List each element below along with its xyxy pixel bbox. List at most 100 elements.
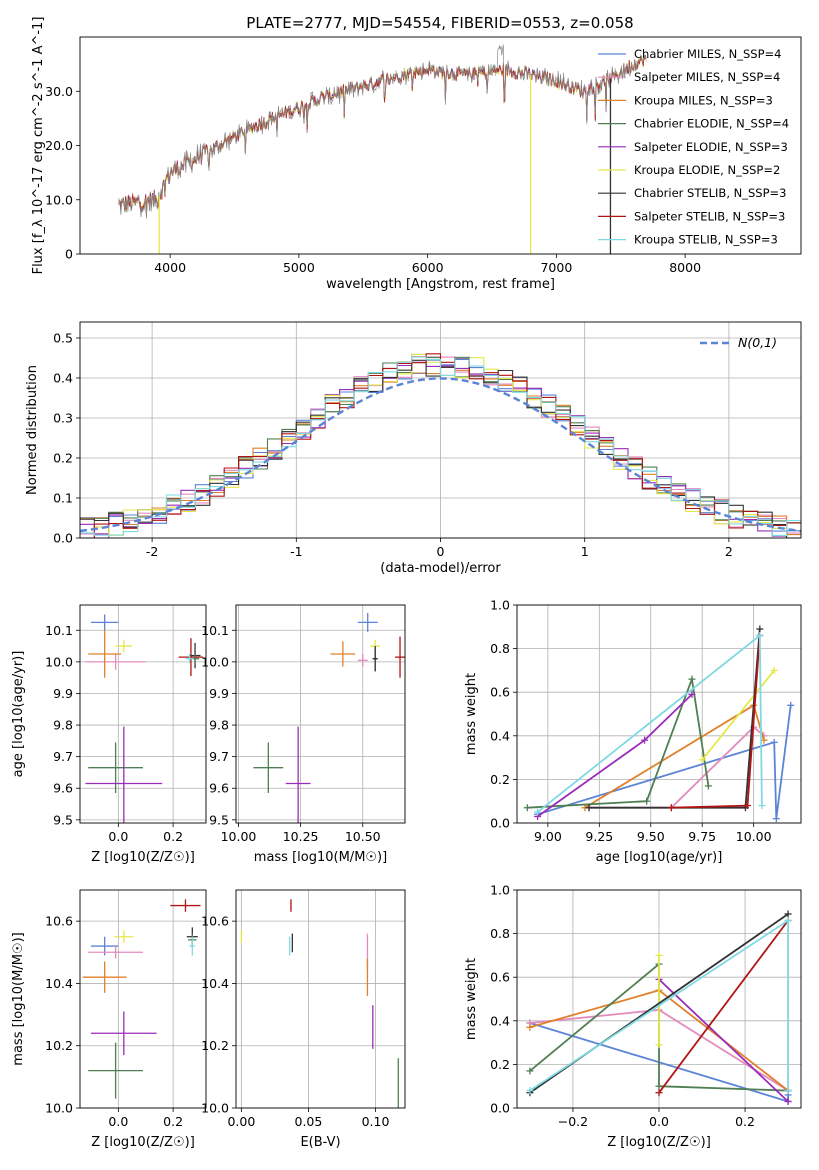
x-axis-label: (data-model)/error <box>380 561 501 576</box>
x-tick-label: 0.2 <box>735 1114 755 1129</box>
x-tick-label: -1 <box>290 544 302 559</box>
y-tick-label: 0.2 <box>490 1057 510 1072</box>
y-tick-label: 10.1 <box>45 623 73 638</box>
panel-spectrum: 4000 5000 6000 7000 8000 0 10.0 20.0 30.0 wavelen… <box>31 17 802 292</box>
x-tick-label: 2 <box>725 544 733 559</box>
x-axis-label: Z [log10(Z/Z☉)] <box>91 1135 195 1150</box>
model-spectrum-line <box>118 55 647 216</box>
x-tick-label: 10.50 <box>345 829 381 844</box>
axes-frame <box>235 889 406 1109</box>
data-spectrum-line <box>118 44 647 219</box>
y-tick-label: 0 <box>65 247 73 262</box>
errorbar-point <box>330 641 356 667</box>
y-tick-label: 0.5 <box>53 331 73 346</box>
errorbar-point <box>372 646 378 672</box>
errorbar-point <box>88 630 122 678</box>
weight-marker <box>585 804 593 812</box>
errorbar-group <box>82 899 201 1099</box>
y-tick-label: 10.6 <box>201 914 229 929</box>
y-tick-label: 9.5 <box>209 812 229 827</box>
errorbar-point <box>185 653 194 664</box>
y-axis-label: mass [log10(M/M☉)] <box>11 932 26 1065</box>
errorbar-point <box>170 899 201 912</box>
weight-marker <box>526 1087 534 1095</box>
errorbar-group <box>240 899 399 1108</box>
errorbar-point <box>90 614 119 631</box>
weight-marker <box>523 804 531 812</box>
spectrum-lines <box>118 44 647 254</box>
weight-marker <box>526 1067 534 1075</box>
y-tick-label: 0.4 <box>53 371 73 386</box>
errorbar-point <box>88 742 143 793</box>
errorbar-point <box>115 639 133 653</box>
legend-label: Chabrier STELIB, N_SSP=3 <box>634 186 786 200</box>
y-tick-label: 9.7 <box>209 749 229 764</box>
legend-label: Chabrier ELODIE, N_SSP=4 <box>634 117 789 131</box>
x-axis-label: Z [log10(Z/Z☉)] <box>91 850 195 865</box>
weight-marker <box>698 756 706 764</box>
weight-marker <box>688 675 696 683</box>
y-tick-label: 0.2 <box>490 772 510 787</box>
legend-label: Kroupa MILES, N_SSP=3 <box>634 93 773 107</box>
y-tick-label: 10.2 <box>45 1038 73 1053</box>
panel-age_vs_z: 0.0 0.2 9.5 9.6 9.7 9.8 9.9 10.0 10.1 Z [log10(Z/… <box>11 604 207 865</box>
y-tick-label: 10.4 <box>45 976 73 991</box>
errorbar-point <box>85 653 146 670</box>
y-tick-label: 9.8 <box>209 718 229 733</box>
y-tick-label: 0.8 <box>490 926 510 941</box>
errorbar-point <box>178 638 204 677</box>
x-tick-label: 7000 <box>540 260 572 275</box>
y-tick-label: 10.0 <box>45 1101 73 1116</box>
y-tick-label: 0.3 <box>53 411 73 426</box>
errorbar-point <box>88 946 143 959</box>
y-tick-label: 9.9 <box>53 686 73 701</box>
y-axis-label: mass weight <box>464 673 479 755</box>
y-axis-label: Flux [f_λ 10^-17 erg cm^-2 s^-1 A^-1] <box>31 17 46 275</box>
axes-frame <box>79 36 802 255</box>
weight-lines <box>523 625 795 823</box>
errorbar-point <box>357 653 368 667</box>
y-tick-label: 0.6 <box>490 685 510 700</box>
weight-line <box>701 669 775 761</box>
y-tick-label: 10.0 <box>45 192 73 207</box>
normal-curve <box>80 377 801 533</box>
weight-marker <box>643 797 651 805</box>
weight-marker <box>743 802 751 810</box>
histogram-group <box>80 353 801 538</box>
legend-label: Kroupa STELIB, N_SSP=3 <box>634 233 778 247</box>
x-tick-label: 10.25 <box>283 829 319 844</box>
weight-marker <box>655 1089 663 1097</box>
weight-line <box>658 919 789 1094</box>
weight-line <box>671 635 761 809</box>
y-tick-label: 10.0 <box>45 654 73 669</box>
x-axis-label: age [log10(age/yr)] <box>596 850 723 865</box>
y-tick-label: 9.6 <box>53 781 73 796</box>
model-spectrum-line <box>118 56 647 216</box>
weight-marker <box>534 808 542 816</box>
x-axis-label: E(B-V) <box>300 1135 340 1150</box>
y-tick-label: 1.0 <box>490 598 510 613</box>
histogram-steps <box>80 356 801 536</box>
y-tick-label: 20.0 <box>45 138 73 153</box>
y-tick-label: 9.8 <box>53 718 73 733</box>
x-tick-label: 6000 <box>412 260 444 275</box>
y-axis-label: mass weight <box>464 958 479 1040</box>
errorbar-point <box>88 1042 143 1099</box>
errorbar-point <box>357 612 378 632</box>
x-tick-label: 0.0 <box>108 1114 128 1129</box>
y-tick-label: 0.4 <box>490 1013 510 1028</box>
axes-frame <box>235 604 406 824</box>
legend-label: Kroupa ELODIE, N_SSP=2 <box>634 163 780 177</box>
legend-label: Chabrier MILES, N_SSP=4 <box>634 47 781 61</box>
weight-marker <box>770 738 778 746</box>
x-tick-label: 0.00 <box>227 1114 255 1129</box>
x-tick-label: 0.2 <box>163 829 183 844</box>
y-tick-label: 0.0 <box>490 1101 510 1116</box>
weight-marker <box>667 804 675 812</box>
model-spectrum-line <box>118 57 647 217</box>
x-tick-label: 10.00 <box>736 829 772 844</box>
weight-marker <box>655 1041 663 1049</box>
weight-line <box>584 703 765 809</box>
errorbar-point <box>114 930 134 943</box>
